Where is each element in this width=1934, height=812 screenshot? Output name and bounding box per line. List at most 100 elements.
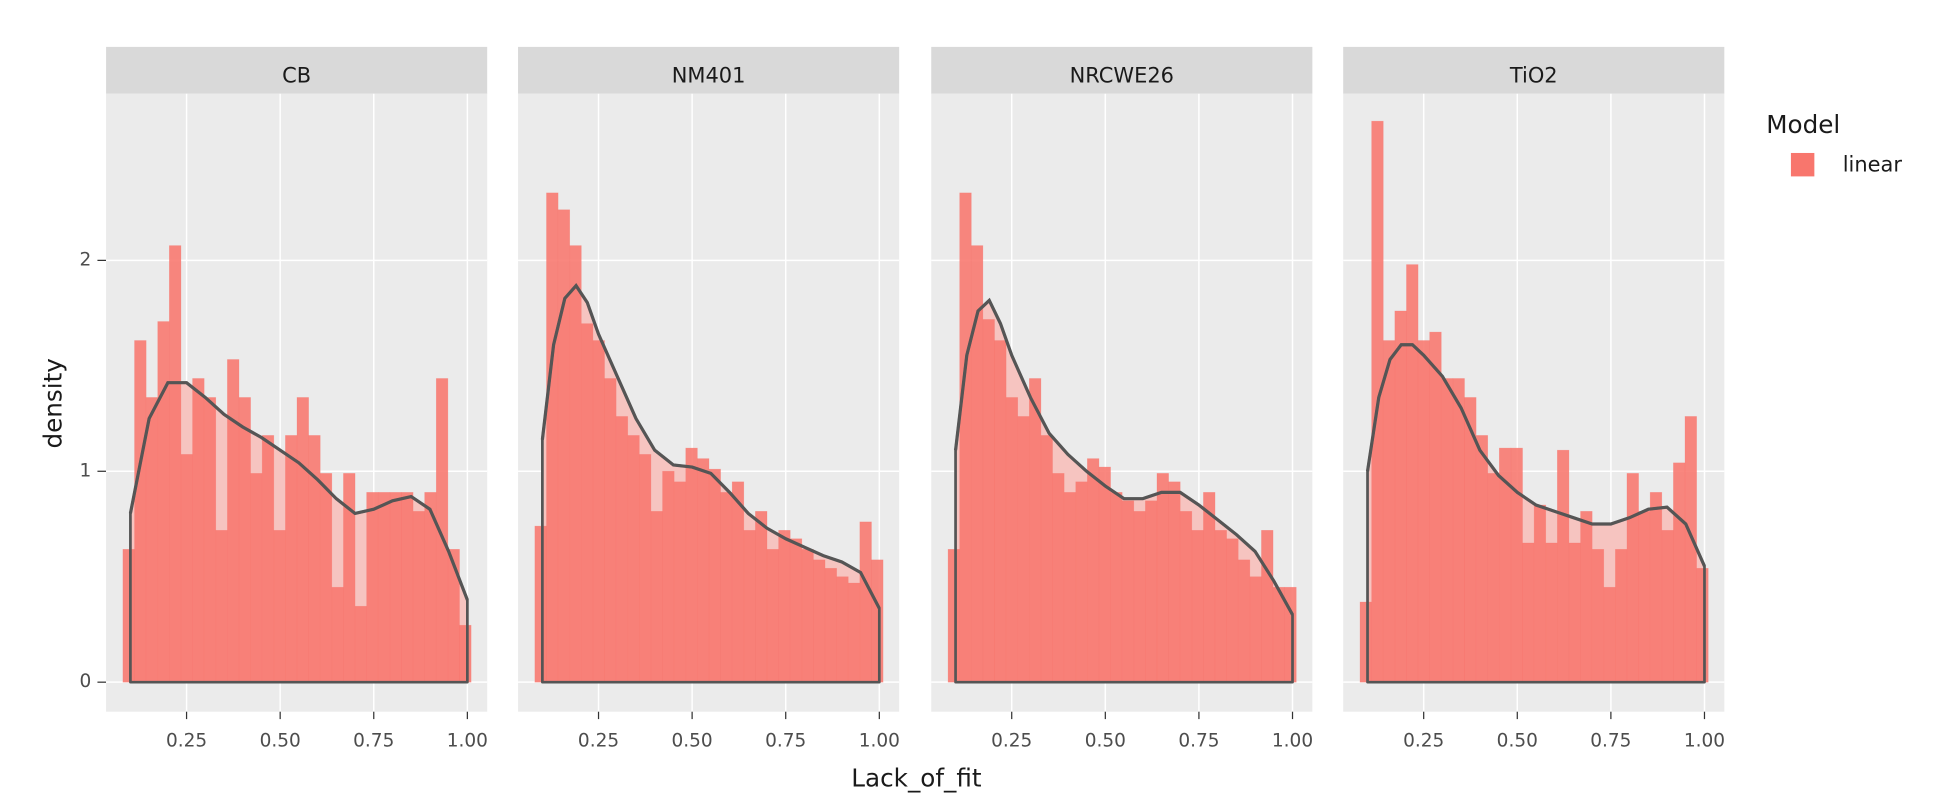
bar [1040, 435, 1053, 683]
bar [227, 359, 240, 683]
bar [1649, 492, 1663, 683]
bar [145, 397, 159, 683]
bar [546, 192, 559, 683]
bar [1052, 473, 1065, 683]
bar [1168, 481, 1181, 683]
x-tick-label: 0.50 [1497, 730, 1538, 751]
bar [377, 492, 391, 683]
bar [1568, 542, 1581, 683]
bar [1545, 542, 1558, 683]
bar [557, 209, 571, 683]
strip [518, 46, 900, 94]
bar [766, 548, 779, 683]
x-tick-label: 0.25 [1403, 730, 1444, 751]
bar [354, 605, 367, 683]
bar [1156, 473, 1169, 683]
bar [1696, 567, 1709, 683]
bar [296, 397, 309, 683]
bar [1591, 548, 1605, 683]
bar [1029, 378, 1042, 683]
bar [813, 559, 826, 683]
bar [1063, 492, 1077, 683]
bar [662, 470, 675, 683]
bar [959, 192, 972, 683]
bar [871, 559, 884, 683]
bar [847, 582, 861, 683]
legend-label: linear [1843, 152, 1903, 176]
bar [1203, 492, 1216, 683]
bar [1533, 504, 1547, 683]
bar [801, 548, 814, 683]
bar [180, 454, 193, 683]
bar [534, 525, 547, 683]
x-tick-label: 0.50 [672, 730, 713, 751]
bar [1452, 378, 1465, 683]
strip [1343, 46, 1725, 94]
bar [1429, 331, 1442, 683]
facet-title: CB [282, 63, 311, 87]
bar [1394, 310, 1407, 683]
x-tick-label: 0.75 [1178, 730, 1219, 751]
bar [215, 530, 228, 683]
bar [755, 511, 768, 683]
bar [169, 245, 182, 683]
bar [1661, 530, 1674, 683]
bar [273, 530, 286, 683]
bar [1615, 548, 1628, 683]
y-tick-label: 1 [79, 460, 91, 481]
bar [1638, 511, 1651, 683]
bar [743, 530, 756, 683]
bar [1214, 530, 1227, 683]
y-axis-label: density [38, 358, 67, 448]
bar [192, 378, 205, 683]
y-tick-label: 2 [79, 249, 91, 270]
bar [1249, 576, 1262, 683]
y-tick-label: 0 [79, 671, 91, 692]
x-tick-label: 0.50 [260, 730, 301, 751]
bar [778, 530, 791, 683]
strip [106, 46, 488, 94]
density-line [1365, 343, 1706, 567]
bar [947, 548, 960, 683]
bar [685, 447, 698, 683]
bar [1684, 416, 1697, 683]
bar [122, 548, 135, 683]
bar [1087, 458, 1100, 683]
bar [1145, 500, 1158, 683]
bar [401, 492, 414, 683]
bar [673, 481, 687, 683]
bar [1510, 447, 1523, 683]
density-line [128, 381, 469, 601]
bar [708, 468, 721, 683]
bar [604, 378, 617, 683]
bar [285, 435, 298, 683]
bar [238, 397, 251, 683]
bar [1226, 538, 1239, 683]
bar [627, 435, 640, 683]
bar [639, 454, 652, 683]
legend-key [1790, 152, 1815, 177]
bar [157, 321, 170, 683]
bar [1133, 511, 1146, 683]
x-tick-label: 0.25 [991, 730, 1032, 751]
bar [366, 492, 379, 683]
x-tick-label: 0.25 [578, 730, 619, 751]
x-axis-label: Lack_of_fit [851, 764, 982, 793]
bar [447, 548, 460, 683]
bar [569, 245, 582, 683]
bar [1557, 449, 1570, 683]
bar [331, 586, 344, 683]
facet-title: NRCWE26 [1070, 63, 1174, 87]
bar [1110, 492, 1123, 683]
x-tick-label: 0.75 [353, 730, 394, 751]
x-tick-label: 1.00 [447, 730, 488, 751]
bar [697, 458, 710, 683]
bar [1382, 340, 1396, 683]
bar [412, 511, 425, 683]
bar [1603, 586, 1616, 683]
bar [1272, 586, 1285, 683]
bar [134, 340, 147, 683]
bar [650, 511, 663, 683]
bar [1522, 542, 1535, 683]
x-tick-label: 0.75 [765, 730, 806, 751]
